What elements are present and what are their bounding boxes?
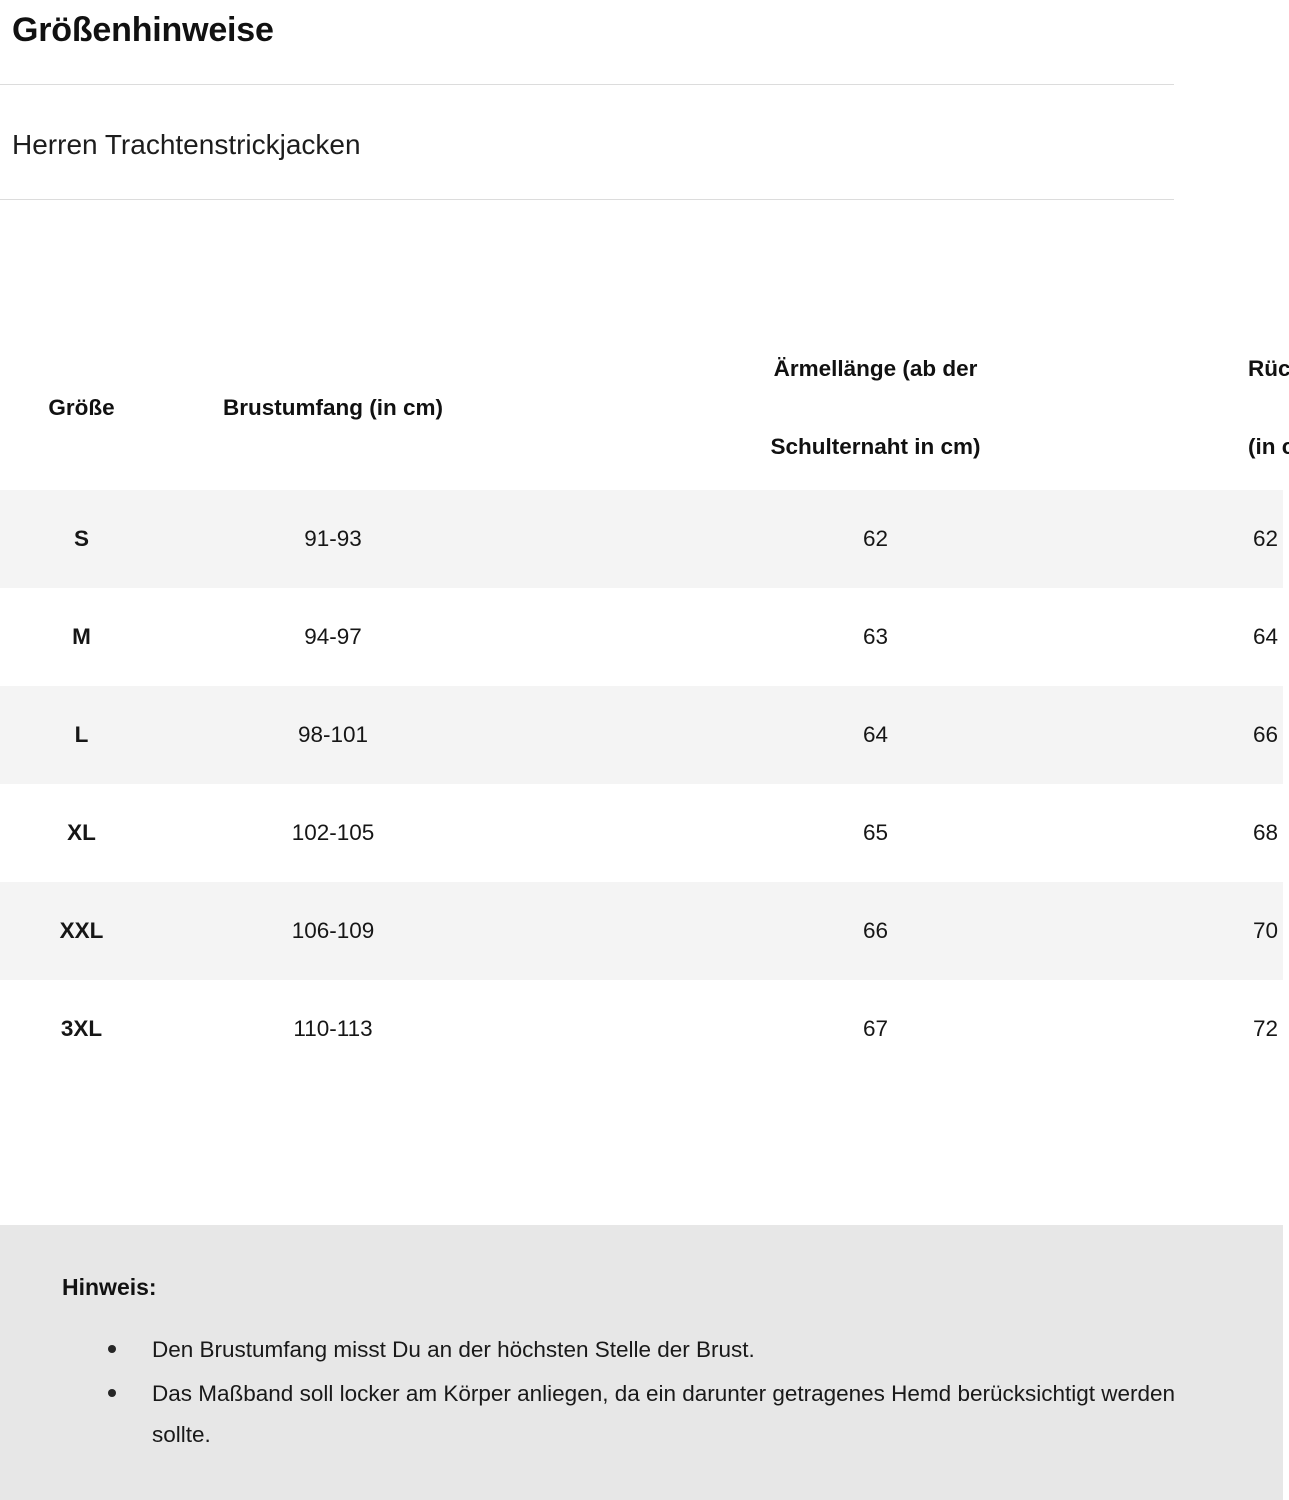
- cell-size: XL: [0, 784, 163, 882]
- table-row: XL 102-105 65 68: [0, 784, 1283, 882]
- cell-back: 72: [1248, 980, 1283, 1078]
- table-row: M 94-97 63 64: [0, 588, 1283, 686]
- column-header-back-line2: (in cm): [1248, 434, 1289, 459]
- cell-chest: 102-105: [163, 784, 503, 882]
- column-header-chest: Brustumfang (in cm): [163, 326, 503, 490]
- cell-sleeve: 63: [503, 588, 1248, 686]
- cell-size: L: [0, 686, 163, 784]
- cell-chest: 106-109: [163, 882, 503, 980]
- list-item-text: Den Brustumfang misst Du an der höchsten…: [152, 1337, 755, 1362]
- column-header-sleeve-line2: Schulternaht in cm): [770, 434, 981, 459]
- cell-chest: 110-113: [163, 980, 503, 1078]
- header-divider-bottom: [0, 199, 1174, 200]
- cell-sleeve: 64: [503, 686, 1248, 784]
- note-box: Hinweis: Den Brustumfang misst Du an der…: [0, 1225, 1283, 1500]
- column-header-size-line1: Größe: [48, 395, 115, 420]
- column-header-size: Größe: [0, 326, 163, 490]
- cell-sleeve: 65: [503, 784, 1248, 882]
- column-header-sleeve: Ärmellänge (ab der Schulternaht in cm): [503, 326, 1248, 490]
- table-header-row: Größe Brustumfang (in cm) Ärmellänge (ab…: [0, 326, 1289, 490]
- column-header-back: Rückenlänge (in cm): [1248, 326, 1289, 490]
- bullet-icon: [108, 1345, 116, 1353]
- cell-size: XXL: [0, 882, 163, 980]
- cell-size: M: [0, 588, 163, 686]
- page-title: Größenhinweise: [12, 11, 274, 49]
- page-subtitle: Herren Trachtenstrickjacken: [12, 129, 361, 160]
- list-item: Das Maßband soll locker am Körper anlieg…: [96, 1373, 1216, 1455]
- header-divider-top: [0, 84, 1174, 85]
- note-heading: Hinweis:: [62, 1274, 157, 1300]
- column-header-sleeve-line1: Ärmellänge (ab der: [773, 356, 978, 381]
- column-header-back-line1: Rückenlänge: [1248, 356, 1289, 381]
- cell-sleeve: 62: [503, 490, 1248, 588]
- cell-back: 64: [1248, 588, 1283, 686]
- table-row: L 98-101 64 66: [0, 686, 1283, 784]
- cell-back: 68: [1248, 784, 1283, 882]
- cell-chest: 94-97: [163, 588, 503, 686]
- list-item: Den Brustumfang misst Du an der höchsten…: [96, 1329, 1216, 1370]
- cell-chest: 98-101: [163, 686, 503, 784]
- cell-size: 3XL: [0, 980, 163, 1078]
- table-row: XXL 106-109 66 70: [0, 882, 1283, 980]
- cell-size: S: [0, 490, 163, 588]
- cell-back: 66: [1248, 686, 1283, 784]
- cell-chest: 91-93: [163, 490, 503, 588]
- column-header-chest-line1: Brustumfang (in cm): [222, 395, 443, 420]
- cell-sleeve: 67: [503, 980, 1248, 1078]
- size-chart-table: Größe Brustumfang (in cm) Ärmellänge (ab…: [0, 326, 1289, 1078]
- note-list: Den Brustumfang misst Du an der höchsten…: [96, 1329, 1216, 1458]
- list-item-text: Das Maßband soll locker am Körper anlieg…: [152, 1381, 1176, 1447]
- cell-sleeve: 66: [503, 882, 1248, 980]
- bullet-icon: [108, 1389, 116, 1397]
- table-row: 3XL 110-113 67 72: [0, 980, 1283, 1078]
- cell-back: 70: [1248, 882, 1283, 980]
- cell-back: 62: [1248, 490, 1283, 588]
- table-row: S 91-93 62 62: [0, 490, 1283, 588]
